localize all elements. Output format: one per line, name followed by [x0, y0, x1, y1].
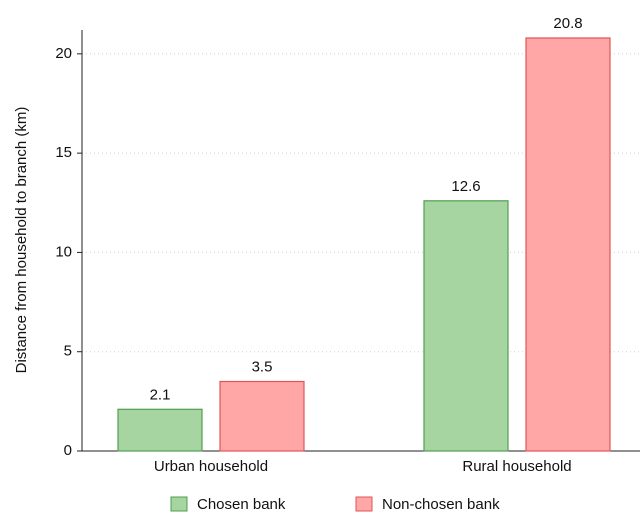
legend-label: Chosen bank [197, 496, 286, 513]
bar [117, 408, 203, 452]
x-tick-label: Rural household [462, 458, 571, 475]
value-label: 12.6 [451, 178, 480, 195]
value-label: 2.1 [150, 386, 171, 403]
bar [219, 380, 305, 452]
y-tick-label: 15 [55, 144, 72, 161]
y-axis-label: Distance from household to branch (km) [13, 107, 30, 374]
y-tick-label: 10 [55, 243, 72, 260]
legend-swatch [170, 496, 188, 512]
y-tick-label: 20 [55, 45, 72, 62]
y-tick-label: 5 [64, 343, 72, 360]
bar [525, 37, 611, 452]
value-label: 20.8 [553, 15, 582, 32]
y-tick-label: 0 [64, 442, 72, 459]
legend-label: Non-chosen bank [382, 496, 500, 513]
value-label: 3.5 [252, 358, 273, 375]
legend-swatch [355, 496, 373, 512]
x-tick-label: Urban household [154, 458, 268, 475]
bar [423, 200, 509, 452]
